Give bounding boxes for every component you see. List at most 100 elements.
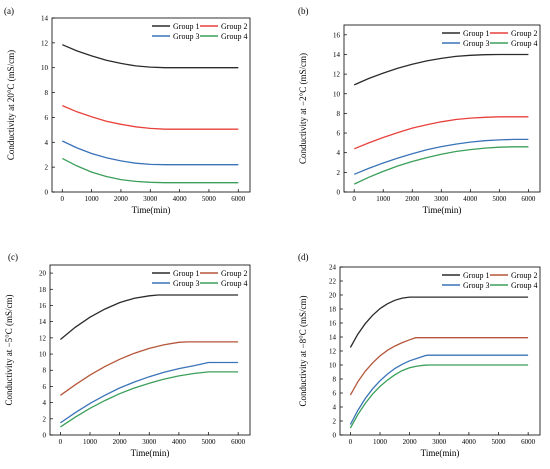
x-tick-label: 4000 [462, 438, 477, 446]
x-axis-label: Time(min) [421, 448, 460, 458]
y-tick-label: 8 [337, 110, 341, 118]
x-tick-label: 3000 [434, 195, 449, 203]
y-tick-label: 2 [43, 415, 47, 423]
legend-label: Group 4 [511, 39, 537, 48]
series-line-group-2 [60, 341, 239, 396]
y-tick-label: 16 [333, 31, 341, 39]
panel-label: (b) [298, 6, 309, 16]
x-tick-label: 4000 [173, 195, 188, 203]
legend-label: Group 4 [511, 281, 537, 290]
y-tick-label: 0 [43, 432, 47, 440]
series-line-group-4 [349, 364, 529, 429]
series-line-group-3 [353, 138, 529, 175]
y-tick-label: 14 [329, 334, 337, 342]
x-tick-label: 6000 [521, 195, 536, 203]
panel-label: (c) [8, 252, 18, 262]
y-tick-label: 0 [337, 189, 341, 197]
x-tick-label: 3000 [143, 195, 158, 203]
chart-panel: (d)0 1000 2000 3000 4000 5000 6000024681012141… [298, 252, 541, 458]
plot-frame [49, 264, 251, 436]
series-line-group-3 [349, 354, 529, 425]
series-line-group-4 [62, 157, 239, 184]
x-tick-label: 4000 [172, 438, 187, 446]
chart-panel: (a) 0 1000 2000 3000 4000 5000 6000 0 2 4 6 8 10 12 14 T… [4, 6, 251, 215]
y-tick-label: 10 [329, 362, 337, 370]
y-tick-label: 0 [333, 432, 337, 440]
x-tick-label: 2000 [405, 195, 420, 203]
x-tick-label: 2000 [113, 438, 128, 446]
y-tick-label: 4 [337, 149, 341, 157]
series-line-group-2 [62, 105, 239, 130]
y-tick-label: 6 [337, 130, 341, 138]
x-tick-label: 6000 [521, 438, 536, 446]
y-tick-label: 14 [41, 15, 49, 23]
legend-label: Group 3 [173, 32, 199, 41]
series-line-group-1 [349, 296, 529, 348]
series-line-group-4 [353, 146, 529, 185]
legend-label: Group 4 [221, 32, 247, 41]
y-tick-label: 12 [329, 348, 337, 356]
panel-label: (a) [4, 6, 14, 16]
chart-panel: (b) 0 1000 2000 3000 4000 5000 6000 0 2 4 6 8 10 12 14 1… [298, 6, 541, 215]
chart-panel: (c) 0 1000 2000 3000 4000 5000 6000 0 2 4 6 8 10 12 14 1… [4, 252, 251, 458]
y-tick-label: 20 [39, 270, 47, 278]
y-tick-label: 12 [39, 334, 47, 342]
legend-label: Group 1 [463, 29, 489, 38]
y-tick-label: 18 [329, 306, 337, 314]
y-tick-label: 2 [333, 418, 337, 426]
x-tick-label: 0 [352, 195, 356, 203]
x-tick-label: 1000 [83, 438, 98, 446]
x-tick-label: 1000 [85, 195, 100, 203]
series-line-group-4 [60, 371, 239, 428]
y-tick-label: 2 [45, 164, 49, 172]
y-tick-label: 10 [39, 351, 47, 359]
x-tick-label: 6000 [231, 195, 246, 203]
y-tick-label: 14 [333, 51, 341, 59]
x-tick-label: 5000 [202, 438, 217, 446]
y-tick-label: 6 [43, 383, 47, 391]
y-tick-label: 12 [333, 71, 341, 79]
series-line-group-1 [353, 53, 529, 86]
legend-label: Group 2 [511, 29, 537, 38]
y-tick-label: 8 [45, 89, 49, 97]
series-line-group-2 [353, 116, 529, 150]
y-tick-label: 22 [329, 278, 337, 286]
y-tick-label: 16 [39, 302, 47, 310]
y-tick-label: 4 [45, 139, 49, 147]
legend-label: Group 2 [511, 271, 537, 280]
panel-label: (d) [298, 252, 309, 262]
y-tick-label: 6 [45, 114, 49, 122]
legend-label: Group 3 [463, 39, 489, 48]
x-tick-label: 1000 [376, 195, 391, 203]
y-tick-label: 10 [333, 90, 341, 98]
legend-label: Group 2 [221, 269, 247, 278]
x-tick-label: 0 [59, 438, 63, 446]
x-tick-label: 3000 [142, 438, 157, 446]
legend-label: Group 1 [173, 22, 199, 31]
x-tick-label: 6000 [231, 438, 246, 446]
x-tick-label: 5000 [202, 195, 217, 203]
y-tick-label: 14 [39, 318, 47, 326]
x-tick-label: 2000 [403, 438, 418, 446]
y-tick-label: 4 [333, 404, 337, 412]
y-tick-label: 20 [329, 292, 337, 300]
legend-label: Group 1 [173, 269, 199, 278]
x-tick-label: 5000 [492, 195, 507, 203]
x-tick-label: 4000 [463, 195, 478, 203]
plot-frame [339, 266, 541, 436]
y-tick-label: 10 [41, 64, 49, 72]
y-tick-label: 24 [329, 264, 337, 272]
y-axis-label: Conductivity at −8°C (mS/cm) [298, 296, 308, 407]
x-axis-label: Time(min) [131, 448, 170, 458]
y-tick-label: 12 [41, 39, 49, 47]
y-tick-label: 8 [333, 376, 337, 384]
y-tick-label: 6 [333, 390, 337, 398]
y-tick-label: 8 [43, 367, 47, 375]
series-line-group-3 [62, 140, 239, 166]
y-tick-label: 16 [329, 320, 337, 328]
x-tick-label: 0 [349, 438, 353, 446]
legend-label: Group 4 [221, 279, 247, 288]
series-line-group-1 [62, 44, 239, 69]
y-axis-label: Conductivity at 20°C (mS/cm) [6, 50, 16, 160]
